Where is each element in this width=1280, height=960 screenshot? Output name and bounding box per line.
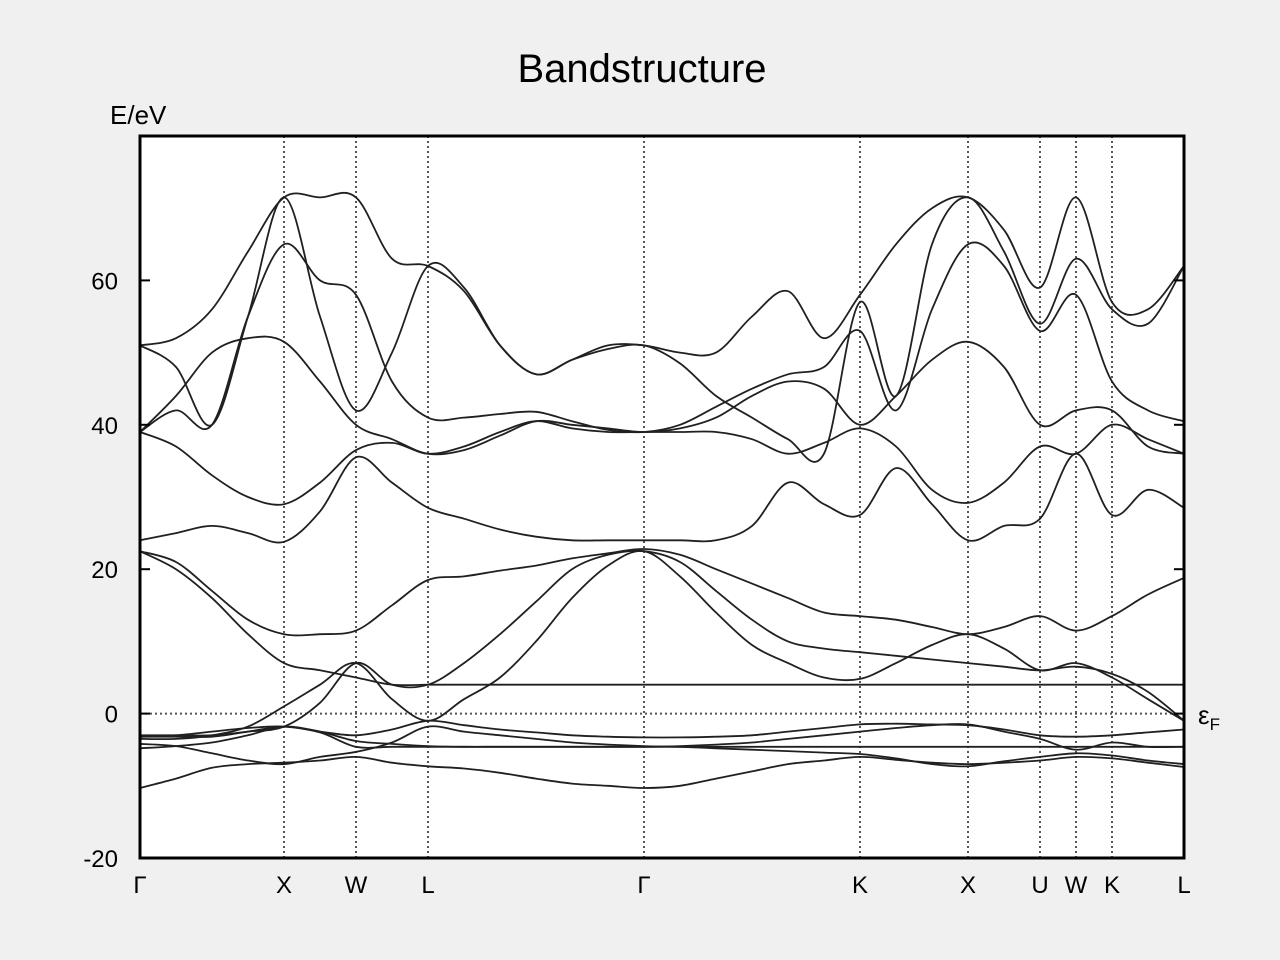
y-tick-label: 20: [91, 557, 118, 584]
band-line-14: [139, 196, 1185, 463]
x-tick-label: K: [1104, 872, 1120, 899]
x-tick-label: U: [1031, 872, 1048, 899]
x-tick-label: X: [276, 872, 292, 899]
x-tick-label: X: [960, 872, 976, 899]
y-tick-label: 60: [91, 268, 118, 295]
plot-frame: [138, 134, 1186, 860]
bands: [139, 191, 1185, 789]
x-tick-label: Γ: [133, 872, 146, 899]
grid: [283, 136, 1113, 858]
x-tick-label: L: [1177, 872, 1190, 899]
band-line-1: [139, 755, 1185, 789]
band-line-15: [139, 725, 1184, 749]
x-tick-label: W: [345, 872, 368, 899]
fermi-label-subscript: F: [1210, 715, 1220, 734]
band-line-8: [140, 549, 1185, 737]
band-line-9: [139, 452, 1185, 544]
y-axis-ticks: -20 0 20 40 60: [83, 268, 1184, 873]
band-line-11: [139, 335, 1185, 456]
fermi-label-symbol: ε: [1198, 700, 1210, 730]
band-line-13: [139, 191, 1185, 376]
band-line-12: [139, 241, 1185, 434]
x-tick-label: L: [421, 872, 434, 899]
y-tick-label: -20: [83, 846, 118, 873]
plot-area: [140, 136, 1184, 858]
x-tick-label: Γ: [637, 872, 650, 899]
x-tick-label: W: [1065, 872, 1088, 899]
y-tick-label: 40: [91, 413, 118, 440]
band-line-6: [139, 550, 1184, 687]
x-tick-label: K: [852, 872, 868, 899]
chart-title: Bandstructure: [517, 47, 766, 91]
band-line-5: [139, 548, 1185, 637]
fermi-label: εF: [1198, 700, 1220, 734]
y-axis-label: E/eV: [110, 100, 167, 130]
y-tick-label: 0: [105, 702, 118, 729]
band-line-7: [139, 550, 1185, 741]
